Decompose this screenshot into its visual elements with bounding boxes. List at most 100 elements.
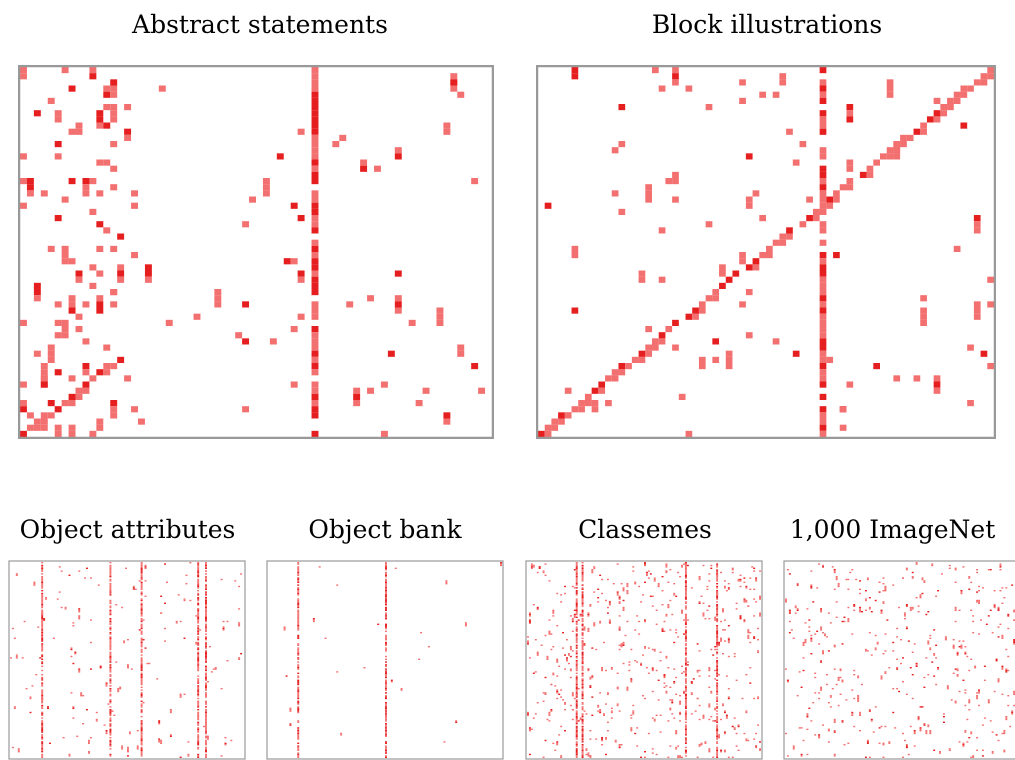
- heatmap-cell: [622, 587, 625, 589]
- heatmap-cell: [690, 713, 693, 715]
- heatmap-cell: [653, 580, 656, 582]
- heatmap-cell: [536, 606, 539, 609]
- heatmap-cell: [297, 581, 300, 583]
- heatmap-cell: [527, 714, 529, 716]
- heatmap-cell: [109, 574, 112, 576]
- heatmap-cell: [297, 584, 300, 586]
- heatmap-cell: [140, 654, 143, 656]
- heatmap-cell: [109, 626, 112, 628]
- heatmap-cell: [857, 695, 860, 697]
- heatmap-cell: [684, 598, 687, 600]
- heatmap-cell: [723, 585, 726, 588]
- heatmap-cell: [110, 301, 118, 308]
- heatmap-cell: [89, 641, 92, 644]
- heatmap-cell: [140, 639, 143, 641]
- heatmap-cell: [581, 690, 584, 693]
- heatmap-cell: [900, 662, 902, 665]
- heatmap-cell: [606, 578, 609, 581]
- heatmap-cell: [759, 598, 761, 600]
- heatmap-cell: [824, 633, 826, 635]
- heatmap-cell: [822, 724, 824, 726]
- heatmap-cell: [759, 595, 761, 597]
- heatmap-cell: [140, 615, 143, 617]
- heatmap-cell: [779, 233, 787, 240]
- heatmap-cell: [846, 110, 854, 117]
- heatmap-cell: [138, 629, 141, 631]
- heatmap-cell: [759, 252, 766, 259]
- heatmap-cell: [976, 695, 979, 697]
- heatmap-cell: [571, 619, 574, 621]
- heatmap-cell: [645, 196, 652, 203]
- heatmap-cell: [10, 657, 12, 659]
- heatmap-cell: [385, 563, 387, 565]
- heatmap-cell: [755, 732, 758, 735]
- heatmap-cell: [109, 654, 112, 656]
- heatmap-cell: [683, 633, 685, 635]
- heatmap-cell: [956, 654, 959, 656]
- heatmap-cell: [759, 613, 761, 616]
- heatmap-cell: [671, 702, 674, 704]
- heatmap-cell: [647, 570, 650, 572]
- heatmap-cell: [892, 584, 895, 586]
- heatmap-cell: [99, 667, 102, 669]
- heatmap-cell: [109, 584, 112, 586]
- heatmap-cell: [360, 159, 368, 166]
- heatmap-cell: [41, 748, 44, 750]
- heatmap-cell: [644, 756, 646, 758]
- heatmap-cell: [205, 735, 207, 737]
- heatmap-cell: [311, 332, 319, 339]
- heatmap-cell: [311, 400, 319, 407]
- heatmap-cell: [41, 637, 44, 639]
- heatmap-cell: [581, 702, 584, 704]
- heatmap-cell: [698, 577, 701, 579]
- heatmap-cell: [311, 356, 319, 363]
- heatmap-cell: [197, 569, 200, 571]
- heatmap-cell: [179, 696, 182, 698]
- heatmap-cell: [716, 595, 719, 597]
- heatmap-cell: [905, 627, 908, 630]
- heatmap-cell: [575, 602, 578, 604]
- heatmap-cell: [205, 577, 207, 579]
- heatmap-cell: [548, 619, 551, 621]
- heatmap-cell: [311, 141, 319, 148]
- heatmap-cell: [630, 730, 633, 732]
- heatmap-cell: [866, 739, 869, 742]
- heatmap-cell: [197, 665, 200, 667]
- heatmap-cell: [140, 752, 143, 754]
- heatmap-cell: [290, 202, 298, 209]
- heatmap-cell: [684, 732, 687, 735]
- heatmap-cell: [814, 734, 817, 736]
- heatmap-cell: [54, 215, 62, 222]
- heatmap-cell: [385, 672, 387, 674]
- heatmap-cell: [205, 703, 207, 705]
- heatmap-cell: [622, 643, 625, 645]
- heatmap-cell: [796, 608, 799, 610]
- heatmap-cell: [548, 714, 551, 716]
- heatmap-cell: [859, 611, 862, 613]
- heatmap-cell: [214, 301, 222, 308]
- heatmap-cell: [652, 67, 659, 74]
- heatmap-cell: [197, 653, 200, 655]
- heatmap-cell: [653, 720, 656, 722]
- heatmap-cell: [179, 693, 182, 695]
- heatmap-cell: [964, 689, 967, 691]
- heatmap-cell: [54, 430, 62, 437]
- heatmap-cell: [861, 611, 863, 613]
- heatmap-cell: [560, 696, 563, 698]
- heatmap-cell: [786, 681, 789, 683]
- heatmap-cell: [618, 745, 621, 747]
- heatmap-cell: [921, 577, 924, 579]
- heatmap-cell: [725, 356, 733, 363]
- heatmap-cell: [58, 591, 61, 593]
- heatmap-cell: [385, 683, 387, 686]
- heatmap-cell: [968, 588, 971, 590]
- heatmap-cell: [297, 571, 300, 574]
- heatmap-cell: [68, 301, 76, 308]
- heatmap-cell: [716, 585, 719, 588]
- heatmap-cell: [675, 693, 678, 695]
- heatmap-cell: [642, 695, 644, 697]
- heatmap-cell: [548, 720, 551, 722]
- heatmap-cell: [731, 725, 734, 728]
- heatmap-cell: [394, 301, 402, 308]
- heatmap-cell: [123, 640, 126, 642]
